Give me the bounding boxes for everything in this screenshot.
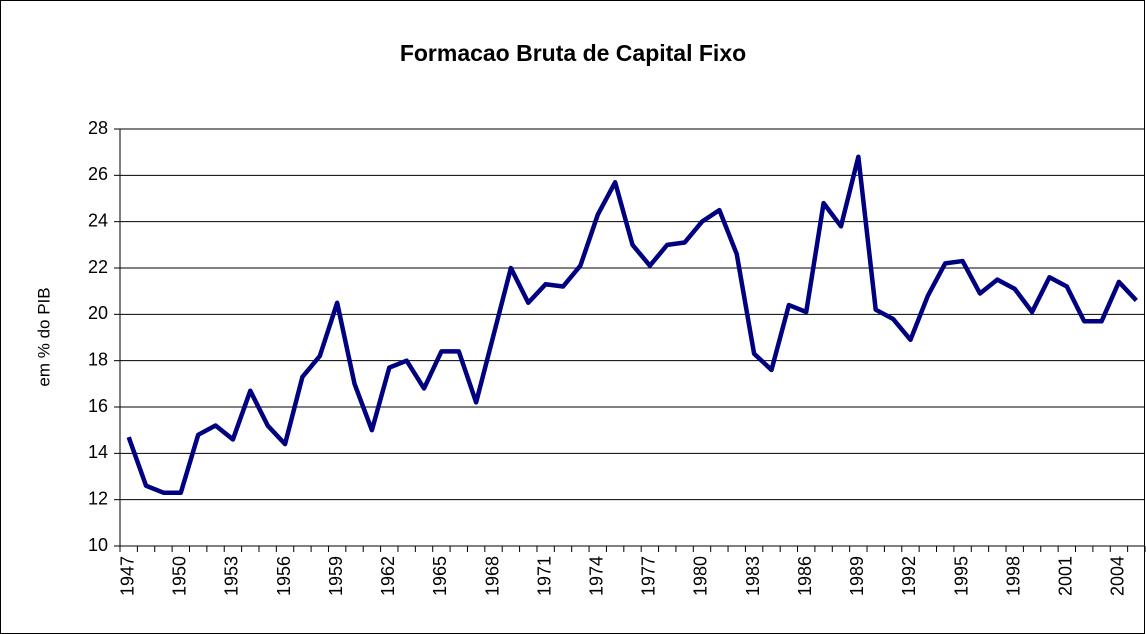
x-tick-label: 1989 [847, 556, 867, 596]
x-tick-label: 2004 [1108, 556, 1128, 596]
x-tick-label: 1971 [534, 556, 554, 596]
y-tick-label: 12 [88, 488, 108, 508]
x-tick-label: 1977 [639, 556, 659, 596]
x-tick-label: 1956 [274, 556, 294, 596]
x-tick-label: 1998 [1003, 556, 1023, 596]
y-tick-label: 26 [88, 164, 108, 184]
x-tick-label: 1950 [170, 556, 190, 596]
y-tick-label: 20 [88, 303, 108, 323]
y-axis-label: em % do PIB [34, 287, 53, 386]
x-tick-label: 1995 [951, 556, 971, 596]
x-tick-label: 1962 [378, 556, 398, 596]
y-tick-label: 28 [88, 118, 108, 138]
y-tick-label: 16 [88, 396, 108, 416]
x-tick-label: 1986 [795, 556, 815, 596]
y-tick-label: 22 [88, 257, 108, 277]
data-line [126, 154, 1138, 495]
x-tick-label: 1974 [587, 556, 607, 596]
x-tick-label: 1959 [326, 556, 346, 596]
y-tick-label: 14 [88, 442, 108, 462]
x-tick-label: 1992 [899, 556, 919, 596]
chart-title: Formacao Bruta de Capital Fixo [400, 40, 746, 66]
x-tick-label: 1947 [117, 556, 137, 596]
x-tick-label: 1965 [430, 556, 450, 596]
x-tick-label: 1953 [222, 556, 242, 596]
y-tick-label: 10 [88, 535, 108, 555]
x-tick-label: 1983 [743, 556, 763, 596]
y-tick-label: 18 [88, 349, 108, 369]
x-tick-label: 2001 [1056, 556, 1076, 596]
x-tick-label: 1980 [691, 556, 711, 596]
x-tick-label: 1968 [482, 556, 502, 596]
y-tick-label: 24 [88, 210, 108, 230]
